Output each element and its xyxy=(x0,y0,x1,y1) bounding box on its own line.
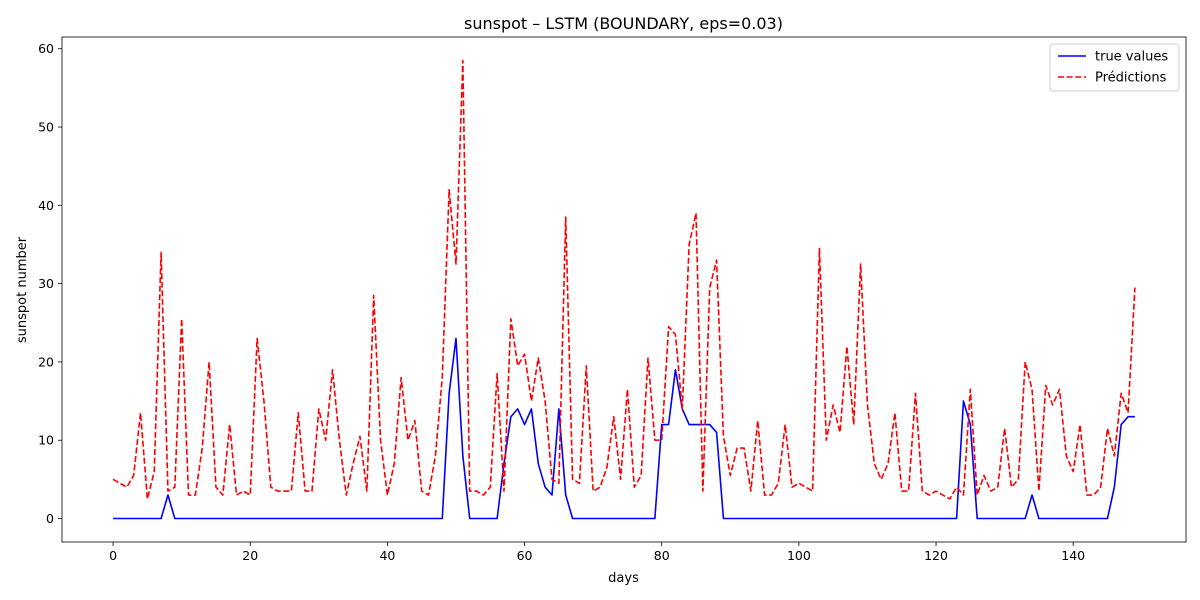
y-axis: 0 10 20 30 40 50 60 xyxy=(38,41,62,526)
legend: true values Prédictions xyxy=(1049,43,1180,92)
plot-frame xyxy=(61,36,1187,543)
y-axis-label: sunspot number xyxy=(15,236,30,343)
series-line-2 xyxy=(112,59,1136,500)
y-tick-label: 0 xyxy=(46,511,54,526)
legend-label: Prédictions xyxy=(1095,71,1167,86)
x-tick-label: 20 xyxy=(242,548,258,563)
x-axis: 0 20 40 60 80 100 120 140 xyxy=(109,542,1085,563)
y-tick-label: 20 xyxy=(38,354,54,369)
x-tick-label: 0 xyxy=(109,548,117,563)
x-tick-label: 140 xyxy=(1061,548,1085,563)
x-tick-label: 80 xyxy=(654,548,670,563)
series-layer xyxy=(112,59,1136,520)
x-tick-label: 120 xyxy=(924,548,948,563)
x-tick-label: 60 xyxy=(517,548,533,563)
chart-title: sunspot – LSTM (BOUNDARY, eps=0.03) xyxy=(464,14,783,33)
x-tick-label: 40 xyxy=(379,548,395,563)
x-axis-label: days xyxy=(608,571,639,586)
y-tick-label: 50 xyxy=(38,120,54,135)
x-tick-label: 100 xyxy=(787,548,811,563)
legend-label: true values xyxy=(1095,50,1168,65)
y-tick-label: 60 xyxy=(38,41,54,56)
y-tick-label: 30 xyxy=(38,276,54,291)
y-tick-label: 40 xyxy=(38,198,54,213)
series-line-1 xyxy=(113,337,1135,520)
y-tick-label: 10 xyxy=(38,433,54,448)
